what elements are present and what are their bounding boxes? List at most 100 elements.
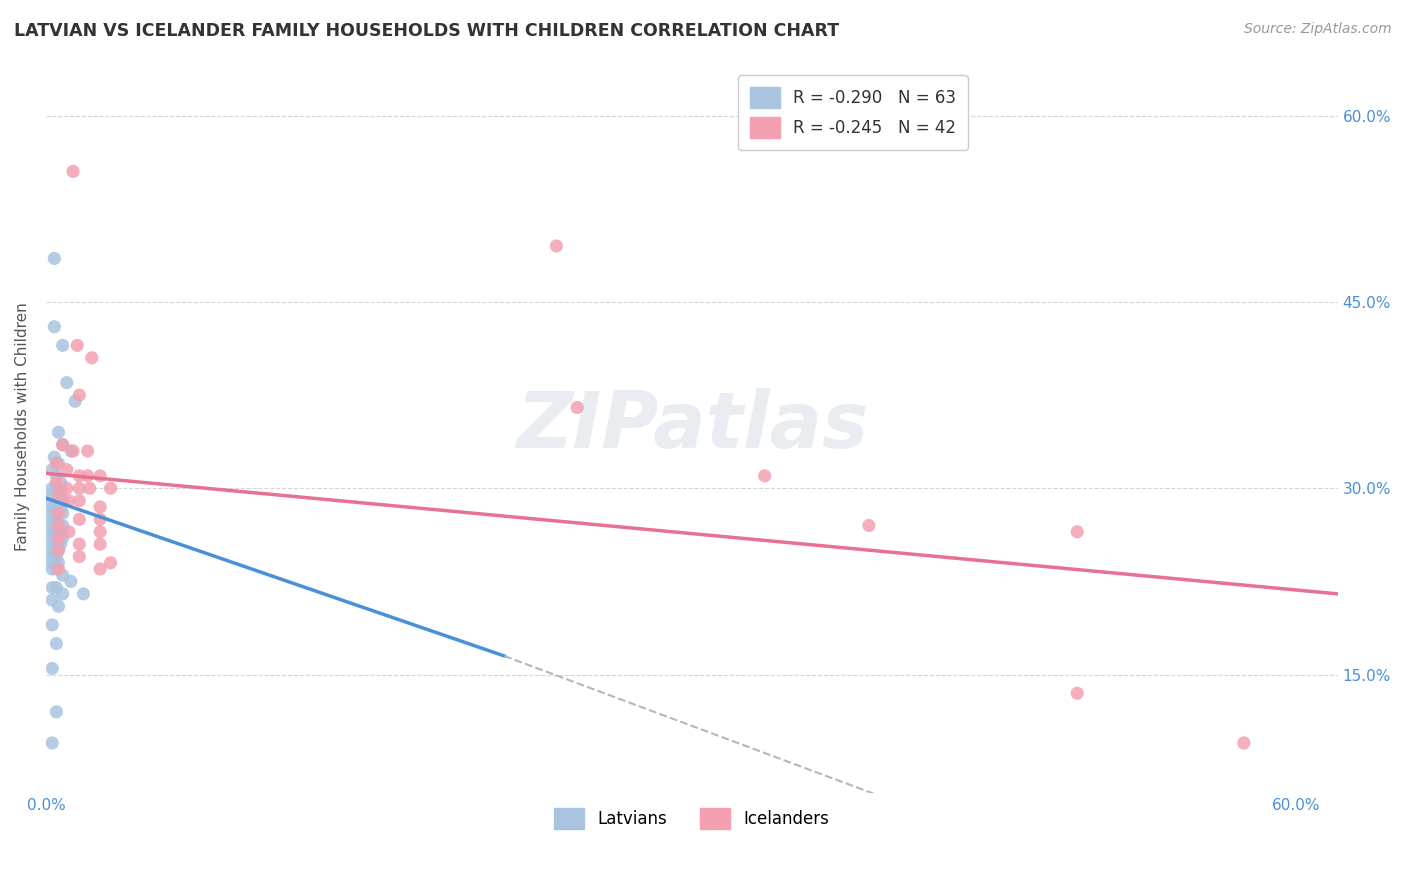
Point: [45, 487, 67, 501]
Point: [52, 338, 75, 352]
Point: [49, 524, 72, 539]
Point: [62, 444, 84, 458]
Point: [858, 518, 880, 533]
Point: [89, 512, 111, 526]
Point: [89, 524, 111, 539]
Point: [45, 518, 67, 533]
Point: [45, 562, 67, 576]
Point: [41, 549, 63, 564]
Point: [45, 457, 67, 471]
Point: [49, 500, 72, 514]
Point: [48, 543, 70, 558]
Point: [52, 438, 75, 452]
Point: [41, 506, 63, 520]
Point: [41, 618, 63, 632]
Point: [41, 581, 63, 595]
Text: Source: ZipAtlas.com: Source: ZipAtlas.com: [1244, 22, 1392, 37]
Point: [41, 518, 63, 533]
Point: [62, 164, 84, 178]
Point: [52, 568, 75, 582]
Point: [56, 376, 79, 390]
Point: [52, 518, 75, 533]
Point: [100, 556, 122, 570]
Point: [59, 574, 82, 589]
Point: [66, 338, 89, 352]
Point: [41, 500, 63, 514]
Point: [41, 661, 63, 675]
Text: ZIPatlas: ZIPatlas: [516, 388, 868, 464]
Point: [76, 468, 98, 483]
Point: [48, 487, 70, 501]
Point: [45, 468, 67, 483]
Point: [58, 524, 80, 539]
Point: [58, 493, 80, 508]
Point: [45, 531, 67, 545]
Point: [52, 587, 75, 601]
Point: [89, 537, 111, 551]
Point: [41, 462, 63, 476]
Point: [76, 444, 98, 458]
Point: [59, 444, 82, 458]
Point: [44, 450, 66, 465]
Point: [45, 481, 67, 495]
Point: [48, 506, 70, 520]
Point: [1066, 524, 1088, 539]
Point: [48, 531, 70, 545]
Point: [67, 493, 90, 508]
Point: [1233, 736, 1256, 750]
Point: [41, 512, 63, 526]
Point: [45, 493, 67, 508]
Point: [567, 401, 589, 415]
Point: [41, 593, 63, 607]
Point: [67, 468, 90, 483]
Point: [48, 562, 70, 576]
Point: [48, 556, 70, 570]
Point: [41, 487, 63, 501]
Point: [52, 531, 75, 545]
Point: [546, 239, 568, 253]
Point: [56, 462, 79, 476]
Point: [45, 524, 67, 539]
Point: [49, 475, 72, 489]
Point: [67, 537, 90, 551]
Point: [48, 599, 70, 614]
Point: [45, 500, 67, 514]
Point: [56, 481, 79, 495]
Point: [41, 493, 63, 508]
Point: [79, 481, 101, 495]
Point: [80, 351, 103, 365]
Point: [754, 468, 776, 483]
Point: [1066, 686, 1088, 700]
Point: [41, 524, 63, 539]
Point: [89, 500, 111, 514]
Point: [67, 512, 90, 526]
Point: [48, 425, 70, 440]
Point: [45, 581, 67, 595]
Point: [89, 468, 111, 483]
Point: [49, 487, 72, 501]
Point: [48, 457, 70, 471]
Point: [41, 481, 63, 495]
Point: [41, 556, 63, 570]
Point: [41, 537, 63, 551]
Point: [45, 537, 67, 551]
Text: LATVIAN VS ICELANDER FAMILY HOUSEHOLDS WITH CHILDREN CORRELATION CHART: LATVIAN VS ICELANDER FAMILY HOUSEHOLDS W…: [14, 22, 839, 40]
Point: [67, 388, 90, 402]
Point: [72, 587, 94, 601]
Point: [52, 506, 75, 520]
Point: [45, 549, 67, 564]
Point: [63, 394, 86, 409]
Point: [67, 481, 90, 495]
Point: [45, 705, 67, 719]
Point: [49, 537, 72, 551]
Point: [44, 252, 66, 266]
Point: [41, 736, 63, 750]
Point: [45, 506, 67, 520]
Point: [100, 481, 122, 495]
Point: [52, 493, 75, 508]
Point: [41, 543, 63, 558]
Point: [49, 481, 72, 495]
Point: [67, 549, 90, 564]
Point: [41, 562, 63, 576]
Legend: Latvians, Icelanders: Latvians, Icelanders: [547, 801, 837, 836]
